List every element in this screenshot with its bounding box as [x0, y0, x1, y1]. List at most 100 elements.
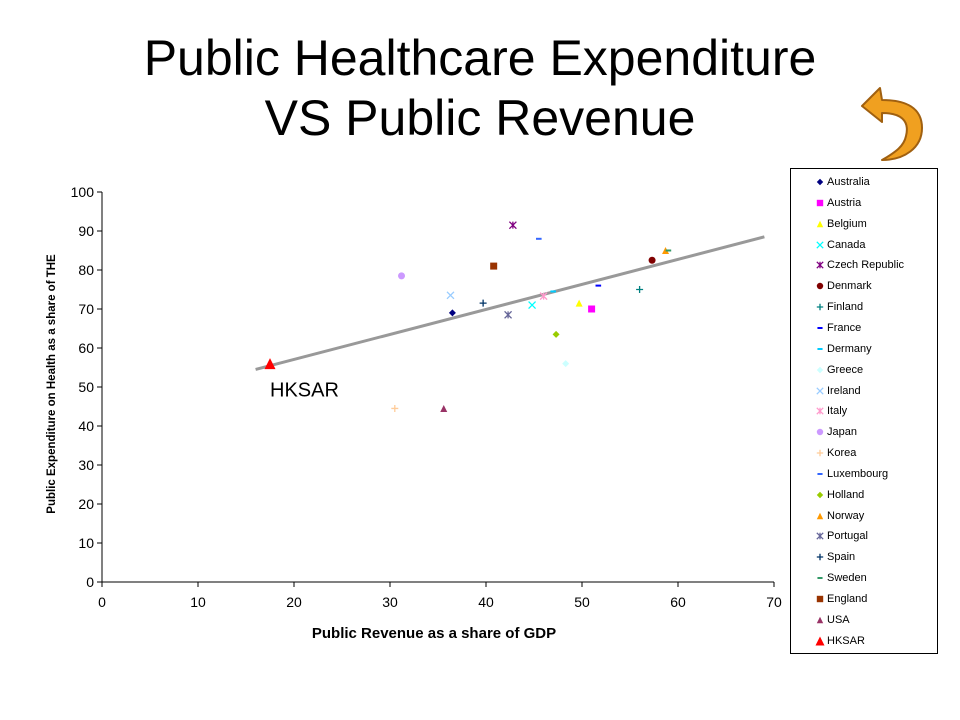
y-tick-label: 40: [78, 418, 94, 434]
legend-marker: [816, 178, 824, 186]
point-portugal: [504, 310, 513, 319]
legend-marker-shape: [816, 428, 824, 436]
y-tick-label: 70: [78, 301, 94, 317]
point-norway: [662, 247, 670, 254]
legend-item-france: France: [791, 319, 937, 337]
legend-marker: [815, 636, 825, 646]
legend-marker: [817, 347, 823, 350]
legend-item-japan: Japan: [791, 423, 937, 441]
legend-marker: [816, 199, 824, 207]
legend-label: Luxembourg: [827, 467, 889, 480]
legend-marker: [816, 532, 824, 541]
legend-marker: [816, 428, 824, 436]
legend-item-ireland: Ireland: [791, 382, 937, 400]
legend-marker-shape: [816, 512, 824, 519]
legend-marker: [816, 240, 824, 249]
point-austria: [588, 305, 596, 313]
point-spain: [479, 299, 487, 307]
y-tick-label: 80: [78, 262, 94, 278]
x-tick-label: 40: [478, 594, 494, 610]
legend-marker-shape: [816, 178, 824, 186]
point-holland: [552, 330, 560, 338]
legend-marker-shape: [816, 199, 824, 207]
legend-marker-shape: [816, 595, 824, 603]
legend-item-austria: Austria: [791, 194, 937, 212]
legend-marker-shape: [816, 554, 824, 561]
legend-marker-shape: [816, 220, 824, 227]
legend-label: HKSAR: [827, 634, 865, 647]
legend-item-dermany: Dermany: [791, 340, 937, 358]
y-tick-label: 0: [86, 574, 94, 590]
legend-marker-shape: [816, 261, 824, 270]
legend-label: Finland: [827, 301, 864, 314]
legend-marker: [816, 261, 824, 270]
y-tick-label: 100: [71, 184, 95, 200]
legend-marker: [816, 303, 824, 311]
legend-item-holland: Holland: [791, 486, 937, 504]
legend-marker-shape: [816, 616, 824, 624]
legend-label: Japan: [827, 426, 857, 439]
legend-marker-shape: [816, 366, 824, 373]
legend-label: Belgium: [827, 217, 867, 230]
legend-marker: [816, 491, 824, 498]
legend-marker-shape: [816, 449, 824, 457]
point-usa: [440, 404, 448, 412]
legend-marker: [816, 616, 824, 624]
point-canada: [528, 301, 537, 310]
point-korea: [391, 404, 399, 412]
legend-marker-shape: [816, 303, 824, 311]
legend-item-spain: Spain: [791, 548, 937, 566]
legend-marker: [816, 512, 824, 519]
y-tick-label: 90: [78, 223, 94, 239]
legend-item-finland: Finland: [791, 298, 937, 316]
legend-marker: [817, 472, 823, 475]
legend-label: Italy: [827, 405, 848, 418]
point-denmark: [648, 256, 656, 264]
x-tick-label: 60: [670, 594, 686, 610]
point-england: [490, 262, 498, 270]
legend-item-italy: Italy: [791, 402, 937, 420]
legend-item-usa: USA: [791, 611, 937, 629]
legend-label: Holland: [827, 488, 865, 501]
title-line-1: Public Healthcare Expenditure: [143, 30, 817, 86]
legend-marker-shape: [816, 240, 824, 249]
legend-item-canada: Canada: [791, 236, 937, 254]
y-tick-label: 30: [78, 457, 94, 473]
legend-label: France: [827, 321, 862, 334]
legend-marker: [816, 407, 824, 416]
legend-label: Czech Republic: [827, 259, 905, 272]
trend-line: [255, 235, 765, 371]
x-tick-label: 10: [190, 594, 206, 610]
y-tick-label: 20: [78, 496, 94, 512]
legend-label: Dermany: [827, 342, 872, 355]
legend-marker: [816, 386, 824, 395]
curved-back-arrow-icon[interactable]: [860, 86, 926, 166]
legend-marker: [816, 220, 824, 227]
x-tick-label: 50: [574, 594, 590, 610]
legend-marker-shape: [816, 283, 824, 290]
y-tick-label: 10: [78, 535, 94, 551]
legend-label: Spain: [827, 551, 856, 564]
legend-marker-shape: [816, 407, 824, 416]
x-tick-label: 30: [382, 594, 398, 610]
legend-item-belgium: Belgium: [791, 215, 937, 233]
chart-legend: Australia Austria Belgium Canada Czech Repub…: [790, 168, 938, 654]
legend-item-luxembourg: Luxembourg: [791, 465, 937, 483]
legend-label: Norway: [827, 509, 865, 522]
legend-marker: [817, 326, 823, 329]
x-tick-label: 70: [766, 594, 782, 610]
x-axis-label: Public Revenue as a share of GDP: [312, 625, 556, 642]
title-line-2: VS Public Revenue: [264, 90, 696, 146]
point-greece: [562, 360, 570, 368]
legend-label: Ireland: [827, 384, 861, 397]
legend-item-sweden: Sweden: [791, 569, 937, 587]
legend-marker-shape: [816, 491, 824, 498]
point-ireland: [446, 291, 455, 300]
legend-item-czech-republic: Czech Republic: [791, 256, 937, 274]
legend-marker: [816, 554, 824, 561]
legend-marker-shape: [816, 532, 824, 541]
legend-label: Portugal: [827, 530, 868, 543]
y-axis-label: Public Expenditure on Health as a share …: [46, 254, 58, 514]
legend-item-norway: Norway: [791, 507, 937, 525]
